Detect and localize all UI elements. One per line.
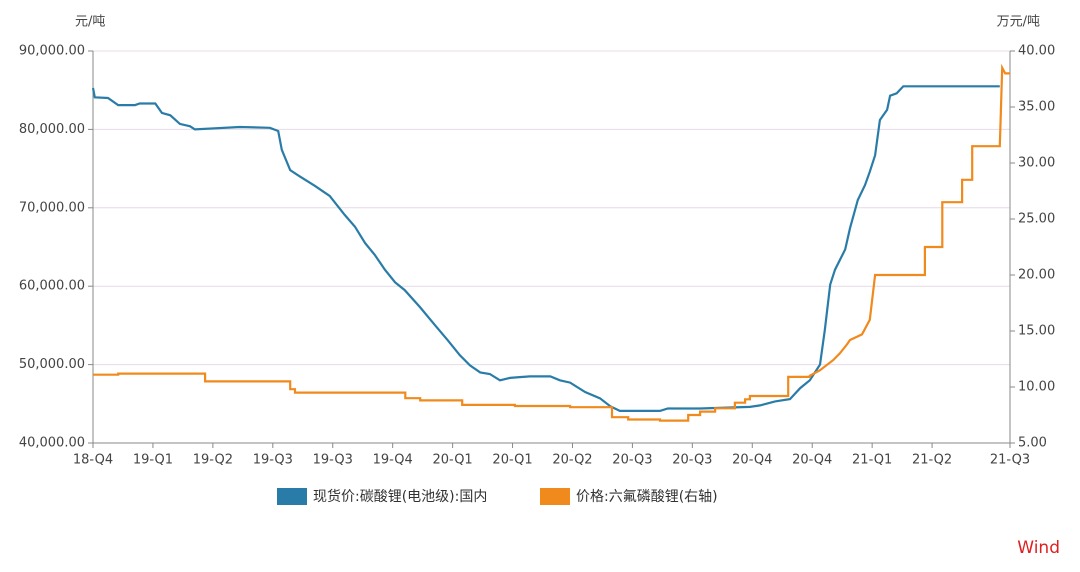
x-tick-label: 19-Q4 xyxy=(373,453,413,468)
y2-tick-label: 40.00 xyxy=(1018,44,1055,59)
y2-tick-label: 20.00 xyxy=(1018,268,1055,283)
x-tick-label: 20-Q3 xyxy=(612,453,652,468)
y2-tick-label: 30.00 xyxy=(1018,156,1055,171)
x-tick-label: 20-Q4 xyxy=(792,453,832,468)
y2-unit-label: 万元/吨 xyxy=(997,15,1040,30)
watermark: Wind xyxy=(1017,538,1060,558)
x-tick-label: 19-Q3 xyxy=(313,453,353,468)
x-tick-label: 21-Q2 xyxy=(912,453,952,468)
x-tick-label: 20-Q1 xyxy=(432,453,472,468)
x-tick-label: 19-Q2 xyxy=(193,453,233,468)
y-tick-label: 50,000.00 xyxy=(19,357,85,372)
legend-label: 现货价:碳酸锂(电池级):国内 xyxy=(313,488,487,505)
y-tick-label: 80,000.00 xyxy=(19,122,85,137)
y2-tick-label: 25.00 xyxy=(1018,212,1055,227)
x-tick-label: 20-Q3 xyxy=(672,453,712,468)
y-tick-label: 70,000.00 xyxy=(19,200,85,215)
legend-swatch xyxy=(277,488,307,505)
y2-tick-label: 15.00 xyxy=(1018,324,1055,339)
series-line xyxy=(93,63,1010,422)
x-tick-label: 18-Q4 xyxy=(73,453,113,468)
legend-label: 价格:六氟磷酸锂(右轴) xyxy=(576,489,718,505)
y-unit-label: 元/吨 xyxy=(75,15,105,30)
series-line xyxy=(91,85,1000,412)
x-tick-label: 20-Q2 xyxy=(552,453,592,468)
x-tick-label: 21-Q3 xyxy=(990,453,1030,468)
x-tick-label: 21-Q1 xyxy=(852,453,892,468)
y2-tick-label: 35.00 xyxy=(1018,100,1055,115)
x-tick-label: 19-Q1 xyxy=(133,453,173,468)
x-tick-label: 19-Q3 xyxy=(253,453,293,468)
x-tick-label: 20-Q4 xyxy=(732,453,772,468)
legend-swatch xyxy=(540,488,570,505)
y2-tick-label: 10.00 xyxy=(1018,380,1055,395)
y2-tick-label: 5.00 xyxy=(1018,436,1047,451)
y-tick-label: 40,000.00 xyxy=(19,436,85,451)
y-tick-label: 90,000.00 xyxy=(19,44,85,59)
x-tick-label: 20-Q1 xyxy=(492,453,532,468)
y-tick-label: 60,000.00 xyxy=(19,279,85,294)
